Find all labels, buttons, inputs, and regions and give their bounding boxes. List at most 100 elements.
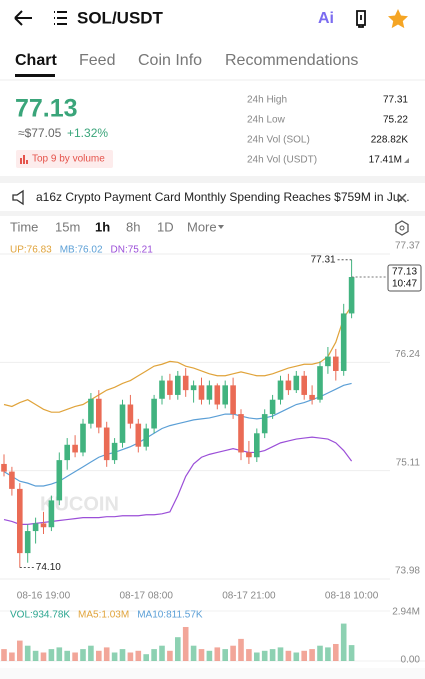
price-change: +1.32%: [67, 126, 108, 140]
menu-icon[interactable]: [54, 11, 67, 25]
plot-area: [1, 259, 355, 568]
candle-body: [246, 452, 252, 458]
volume-bar: [301, 650, 307, 661]
volume-bar: [222, 649, 228, 661]
bottom-bar: [0, 668, 425, 679]
candle-body: [24, 531, 31, 554]
candle-body: [182, 375, 189, 391]
stat-value: 17.41M: [369, 155, 402, 166]
band-line: [3, 436, 353, 525]
close-news[interactable]: [397, 193, 407, 203]
volume-bar: [261, 650, 268, 661]
candle-body: [238, 414, 244, 453]
candle-body: [206, 385, 213, 400]
badge-bg: [16, 150, 113, 168]
volume-bar: [214, 647, 221, 661]
tab[interactable]: Feed: [79, 52, 115, 69]
candle-body: [230, 385, 236, 415]
volume-bar: [167, 650, 173, 661]
news-text[interactable]: a16z Crypto Payment Card Monthly Spendin…: [36, 190, 410, 204]
timeframe[interactable]: Time: [10, 219, 38, 234]
volume-bar: [143, 654, 149, 661]
volume-bar: [190, 645, 197, 661]
price-panel: 77.13 ≈$77.05 +1.32% Top 9 by volume 24h…: [15, 95, 409, 168]
candle-body: [96, 398, 102, 428]
settings-icon[interactable]: [395, 220, 409, 236]
volume-bar: [325, 647, 331, 661]
candle-body: [103, 427, 110, 461]
separator: [0, 176, 425, 183]
alert-icon[interactable]: [356, 10, 366, 28]
stat-value: 228.82K: [371, 135, 409, 146]
dropdown-icon: [218, 225, 224, 229]
tab-indicator: [15, 74, 55, 77]
volume-bar: [182, 626, 189, 661]
tab[interactable]: Recommendations: [225, 52, 358, 69]
volume-tick-label: 2.94M: [392, 607, 420, 618]
tab[interactable]: Chart: [15, 52, 57, 69]
candle-body: [301, 375, 307, 395]
candle-body: [9, 471, 15, 489]
volume-bar: [293, 652, 300, 661]
ai-button[interactable]: Ai: [318, 10, 334, 27]
candle-body: [64, 444, 70, 461]
candle-body: [151, 398, 157, 429]
candle-body: [1, 463, 7, 472]
x-tick-label: 08-17 21:00: [222, 591, 276, 602]
expand-icon[interactable]: [404, 158, 409, 163]
volume-bar: [127, 652, 134, 661]
settings-icon-dot: [399, 225, 405, 231]
volume-legend: MA10:811.57K: [137, 610, 203, 621]
volume-tick-label: 0.00: [401, 655, 421, 666]
stat-label: 24h Vol (USDT): [247, 155, 317, 166]
countdown: 10:47: [392, 279, 417, 290]
volume-bar: [48, 649, 55, 661]
timeframe[interactable]: 15m: [55, 219, 80, 234]
candle-body: [80, 423, 86, 453]
timeframe[interactable]: More: [187, 219, 217, 234]
candle-body: [333, 356, 339, 371]
volume-bar: [230, 645, 236, 661]
last-price-box: [387, 264, 422, 292]
volume-bar: [159, 645, 165, 661]
volume-bar: [88, 645, 94, 661]
header: SOL/USDT Ai: [14, 8, 408, 29]
candle-body: [261, 414, 268, 434]
volume-bar: [206, 650, 213, 661]
news-icon: [12, 189, 24, 206]
rank-badge[interactable]: Top 9 by volume: [32, 154, 105, 165]
candle-body: [72, 444, 78, 453]
tab[interactable]: Coin Info: [138, 52, 202, 69]
volume-bar: [9, 652, 15, 661]
back-button[interactable]: [14, 10, 32, 26]
stat-label: 24h High: [247, 95, 287, 106]
candle-body: [167, 380, 173, 395]
favorite-star[interactable]: [388, 9, 408, 29]
volume-bar: [64, 650, 70, 661]
x-tick-label: 08-16 19:00: [17, 591, 71, 602]
y-tick-label: 75.11: [396, 457, 421, 468]
candle-body: [17, 488, 23, 554]
volume-bar: [1, 649, 7, 661]
stat-label: 24h Low: [247, 115, 286, 126]
volume-bar: [103, 647, 110, 661]
candle-body: [222, 385, 228, 405]
candle-body: [317, 366, 323, 400]
pair-title[interactable]: SOL/USDT: [77, 8, 164, 27]
indicator-legend: DN:75.21: [111, 245, 154, 256]
separator: [0, 211, 425, 216]
stat-label: 24h Vol (SOL): [247, 135, 310, 146]
candle-body: [309, 394, 315, 400]
candle-body: [285, 380, 292, 391]
timeframe[interactable]: 1h: [95, 219, 110, 234]
y-tick-label: 73.98: [395, 566, 420, 577]
volume-bar: [80, 649, 86, 661]
candle-body: [135, 423, 142, 447]
news-banner[interactable]: a16z Crypto Payment Card Monthly Spendin…: [12, 189, 410, 206]
timeframe[interactable]: 1D: [157, 219, 174, 234]
candle-body: [40, 523, 47, 528]
stat-value: 75.22: [383, 115, 408, 126]
volume-bar: [317, 645, 323, 661]
volume-bar: [32, 650, 39, 661]
timeframe[interactable]: 8h: [126, 219, 140, 234]
